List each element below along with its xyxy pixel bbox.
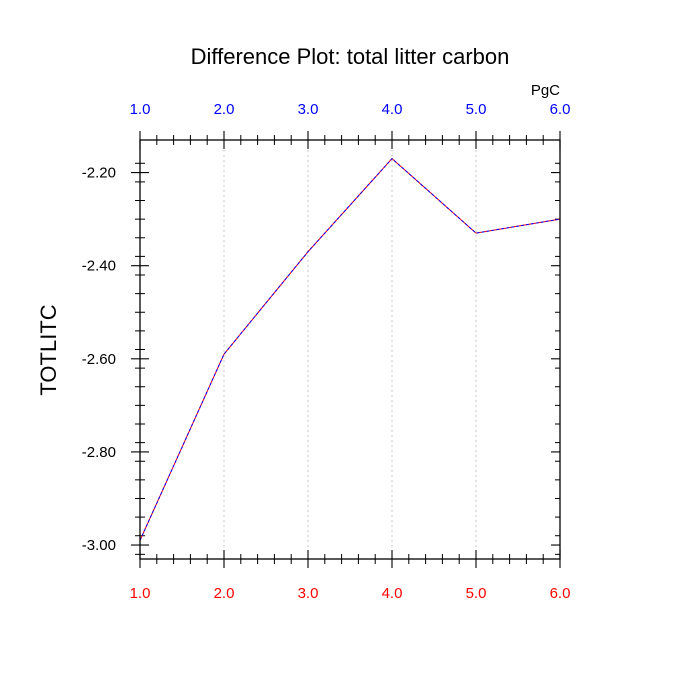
- series-line-red: [139, 157, 561, 541]
- y-tick-label: -2.60: [82, 351, 116, 368]
- y-tick-label: -3.00: [82, 537, 116, 554]
- y-tick-label: -2.40: [82, 258, 116, 275]
- x-tick-label-top: 4.0: [382, 101, 403, 118]
- tick-marks: [131, 131, 561, 568]
- x-tick-label-bottom: 6.0: [550, 585, 571, 602]
- x-tick-label-top: 3.0: [298, 101, 319, 118]
- x-tick-label-top: 2.0: [214, 101, 235, 118]
- series-line-blue: [139, 157, 561, 541]
- grid-lines: [223, 140, 477, 559]
- x-tick-label-bottom: 5.0: [466, 585, 487, 602]
- plot-lines: [139, 157, 561, 541]
- chart-title: Difference Plot: total litter carbon: [191, 44, 510, 69]
- x-tick-label-bottom: 2.0: [214, 585, 235, 602]
- x-tick-label-bottom: 3.0: [298, 585, 319, 602]
- tick-labels: 1.0 2.0 3.0 4.0 5.0 6.0 1.0 2.0 3.0 4.0 5.0 6.0 -2.2…: [82, 101, 571, 602]
- x-tick-label-bottom: 1.0: [130, 585, 151, 602]
- y-axis-label: TOTLITC: [36, 304, 61, 395]
- x-tick-label-top: 1.0: [130, 101, 151, 118]
- units-label: PgC: [531, 82, 560, 99]
- x-tick-label-bottom: 4.0: [382, 585, 403, 602]
- y-tick-label: -2.80: [82, 444, 116, 461]
- x-tick-label-top: 6.0: [550, 101, 571, 118]
- plot-frame: [139, 139, 561, 560]
- x-tick-label-top: 5.0: [466, 101, 487, 118]
- y-tick-label: -2.20: [82, 165, 116, 182]
